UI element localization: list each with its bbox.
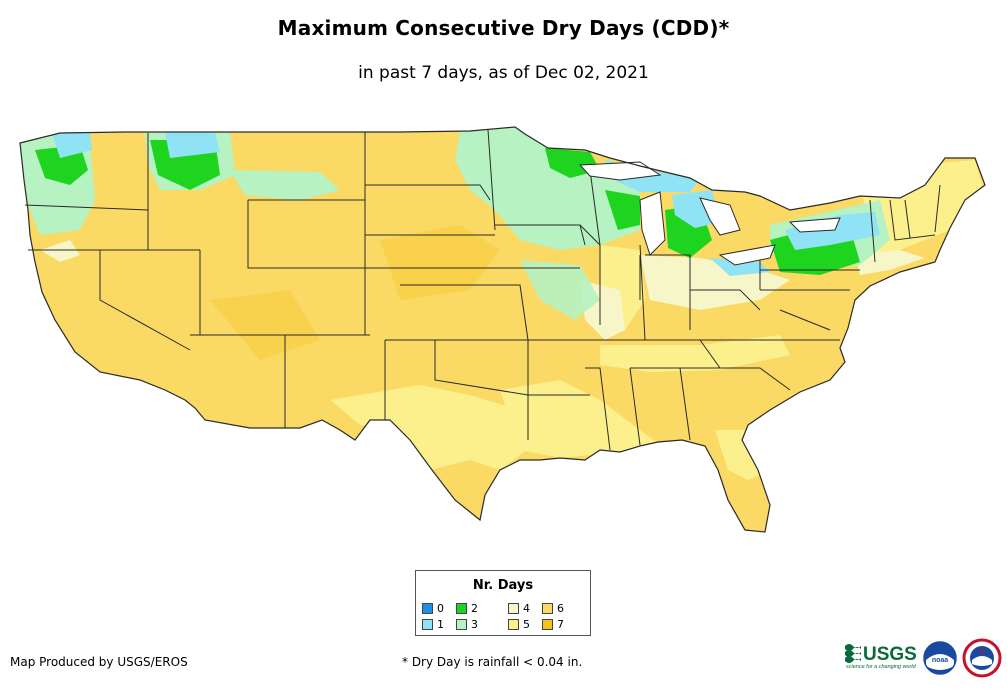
legend-swatch (422, 619, 433, 630)
lake-michigan (639, 191, 666, 256)
legend-item-5: 5 (508, 618, 530, 631)
legend-item-4: 4 (508, 602, 530, 615)
credit-text: Map Produced by USGS/EROS (10, 655, 188, 669)
noaa-logo: noaa (923, 641, 957, 675)
legend-swatch (456, 619, 467, 630)
legend-item-0: 0 (422, 602, 444, 615)
legend-item-2: 2 (456, 602, 478, 615)
map-subtitle: in past 7 days, as of Dec 02, 2021 (358, 63, 649, 83)
legend-label: 4 (523, 602, 530, 615)
us-dry-days-map (19, 126, 986, 533)
lake-huron (699, 197, 741, 236)
usgs-tagline: science for a changing world (846, 664, 917, 670)
legend-swatch (542, 603, 553, 614)
legend-swatch (508, 619, 519, 630)
legend-item-7: 7 (542, 618, 564, 631)
legend-swatch (542, 619, 553, 630)
legend-title: Nr. Days (472, 578, 534, 593)
noaa-logo-text: noaa (932, 657, 948, 664)
legend-label: 1 (437, 618, 444, 631)
legend-swatch (422, 603, 433, 614)
nws-logo (962, 638, 1002, 678)
dry-day-footnote: * Dry Day is rainfall < 0.04 in. (402, 655, 583, 669)
legend: Nr. Days 0 1 2 3 4 5 6 7 (415, 570, 591, 636)
legend-label: 0 (437, 602, 444, 615)
legend-item-1: 1 (422, 618, 444, 631)
lake-ontario (788, 217, 841, 233)
usgs-logo: USGS science for a changing world (845, 644, 917, 670)
lake-erie (718, 244, 776, 266)
legend-label: 3 (471, 618, 478, 631)
legend-label: 7 (557, 618, 564, 631)
legend-item-6: 6 (542, 602, 564, 615)
usgs-logo-text: USGS (863, 644, 917, 665)
legend-swatch (456, 603, 467, 614)
legend-label: 5 (523, 618, 530, 631)
legend-label: 2 (471, 602, 478, 615)
state-boundaries (24, 129, 941, 451)
map-title: Maximum Consecutive Dry Days (CDD)* (277, 16, 730, 40)
legend-label: 6 (557, 602, 564, 615)
legend-swatch (508, 603, 519, 614)
legend-item-3: 3 (456, 618, 478, 631)
